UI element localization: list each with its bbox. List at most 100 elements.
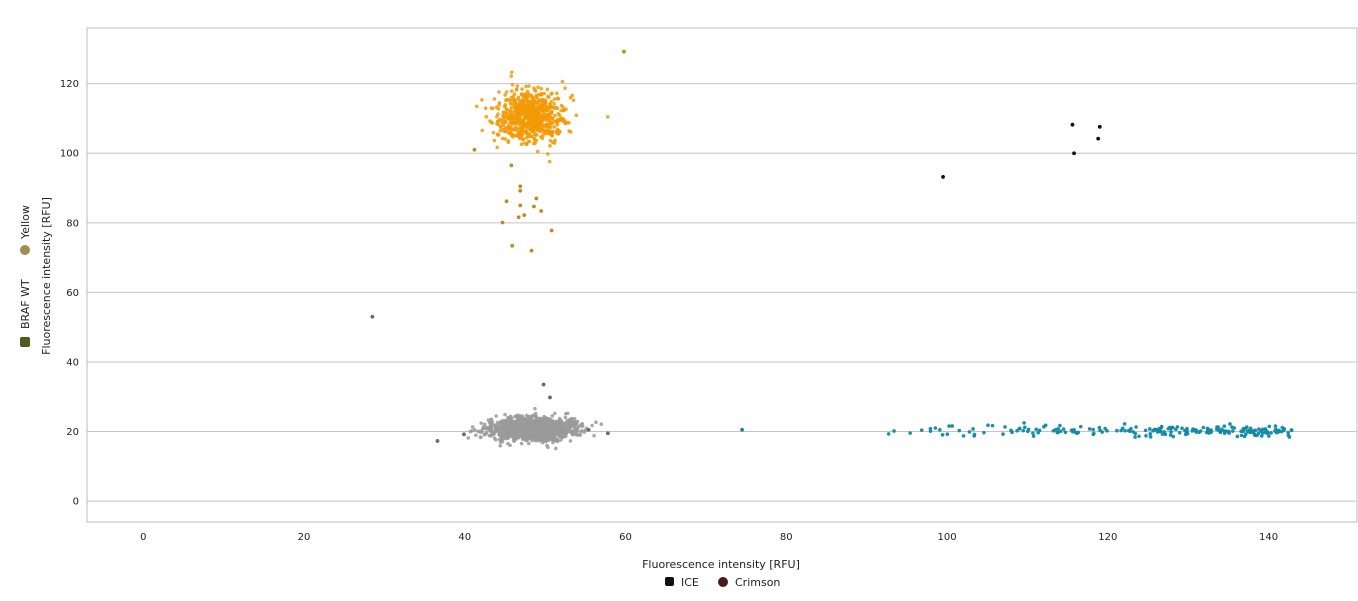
cluster-point: [506, 435, 511, 440]
y-tick-label: 0: [73, 497, 79, 508]
cluster-point: [563, 415, 568, 420]
cluster-point: [971, 427, 975, 431]
cluster-point: [552, 125, 557, 129]
cluster-point: [919, 428, 924, 432]
cluster-point: [1162, 430, 1167, 434]
cluster-point: [568, 130, 573, 134]
cluster-point: [509, 105, 514, 110]
cluster-point: [516, 420, 520, 425]
cluster-point: [556, 96, 560, 101]
cluster-point: [541, 416, 546, 421]
cluster-point: [526, 427, 530, 432]
cluster-point: [510, 82, 515, 87]
cluster-point: [594, 420, 598, 425]
outlier-point: [510, 243, 515, 248]
cluster-point: [1267, 434, 1271, 438]
cluster-point: [512, 424, 517, 428]
cluster-point: [1180, 426, 1184, 431]
cluster-point: [1249, 430, 1253, 434]
x-axis-tick-labels: 0 20 40 60 80 100 120 140: [140, 532, 1278, 543]
cluster-point: [570, 431, 574, 436]
cluster-point: [892, 429, 896, 433]
cluster-point: [525, 89, 530, 94]
cluster-point: [509, 74, 514, 78]
cluster-point: [1056, 426, 1060, 431]
cluster-point: [508, 130, 512, 135]
cluster-point: [525, 142, 529, 146]
cluster-point: [492, 97, 497, 101]
cluster-point: [552, 411, 557, 416]
outlier-point: [522, 213, 527, 218]
cluster-point: [570, 93, 574, 98]
cluster-point: [568, 439, 573, 443]
cluster-point: [1226, 430, 1231, 434]
cluster-point: [544, 417, 549, 422]
outlier-points: [370, 49, 1102, 443]
cluster-point: [1220, 427, 1224, 432]
cluster-point: [518, 126, 522, 131]
outlier-point: [740, 427, 744, 432]
cluster-point: [546, 112, 551, 117]
cluster-point: [494, 437, 498, 442]
cluster-point: [494, 414, 498, 418]
cluster-point: [519, 142, 524, 147]
cluster-point: [1245, 425, 1249, 429]
cluster-point: [547, 430, 552, 434]
cluster-point: [567, 418, 572, 423]
cluster-point: [521, 96, 526, 100]
cluster-point: [1091, 427, 1095, 432]
outlier-point: [500, 220, 505, 225]
cluster-point: [536, 85, 540, 90]
cluster-point: [530, 95, 535, 99]
outlier-point: [462, 432, 466, 437]
horizontal-gridlines: [87, 83, 1357, 502]
cluster-point: [529, 123, 534, 127]
cluster-point: [1218, 430, 1223, 435]
cluster-point: [605, 115, 610, 119]
outlier-point: [541, 382, 546, 387]
cluster-point: [515, 429, 520, 433]
cluster-point: [499, 421, 503, 425]
cluster-point: [1197, 430, 1201, 435]
cluster-point: [517, 123, 522, 127]
cluster-point: [1239, 433, 1244, 438]
outlier-point: [435, 439, 440, 443]
plot-area-frame: [86, 27, 1358, 523]
cluster-point: [1115, 428, 1119, 433]
cluster-point: [1001, 432, 1005, 436]
cluster-point: [474, 104, 479, 109]
cluster-point: [578, 433, 583, 437]
cluster-point: [541, 440, 545, 445]
cluster-point: [494, 423, 498, 428]
cluster-point: [1171, 434, 1176, 439]
cluster-point: [940, 433, 945, 437]
cluster-point: [525, 98, 529, 103]
cluster-point: [1031, 434, 1036, 438]
cluster-point: [1037, 428, 1042, 433]
cluster-point: [525, 124, 529, 129]
cluster-point: [468, 429, 473, 434]
y-tick-label: 40: [66, 357, 79, 368]
cluster-point: [533, 434, 538, 438]
cluster-point: [504, 430, 508, 435]
cluster-point: [525, 420, 530, 425]
cluster-point: [1273, 424, 1278, 428]
cluster-point: [950, 424, 955, 428]
cluster-point: [557, 113, 562, 117]
legend-crimson-label: Crimson: [735, 576, 780, 589]
legend-braf-wt-label: BRAF WT: [19, 279, 32, 329]
cluster-point: [484, 427, 489, 431]
cluster-point: [535, 149, 540, 154]
cluster-point: [1144, 433, 1148, 438]
cluster-point: [524, 84, 528, 89]
cluster-point: [523, 104, 528, 109]
cluster-point: [484, 115, 489, 119]
legend-yellow-label: Yellow: [19, 205, 32, 240]
cluster-point: [522, 417, 526, 421]
cluster-point: [957, 428, 962, 433]
cluster-point: [1209, 428, 1213, 433]
cluster-point: [1123, 428, 1127, 433]
cluster-point: [1174, 427, 1178, 432]
cluster-point: [1031, 431, 1035, 435]
cluster-point: [549, 125, 553, 130]
